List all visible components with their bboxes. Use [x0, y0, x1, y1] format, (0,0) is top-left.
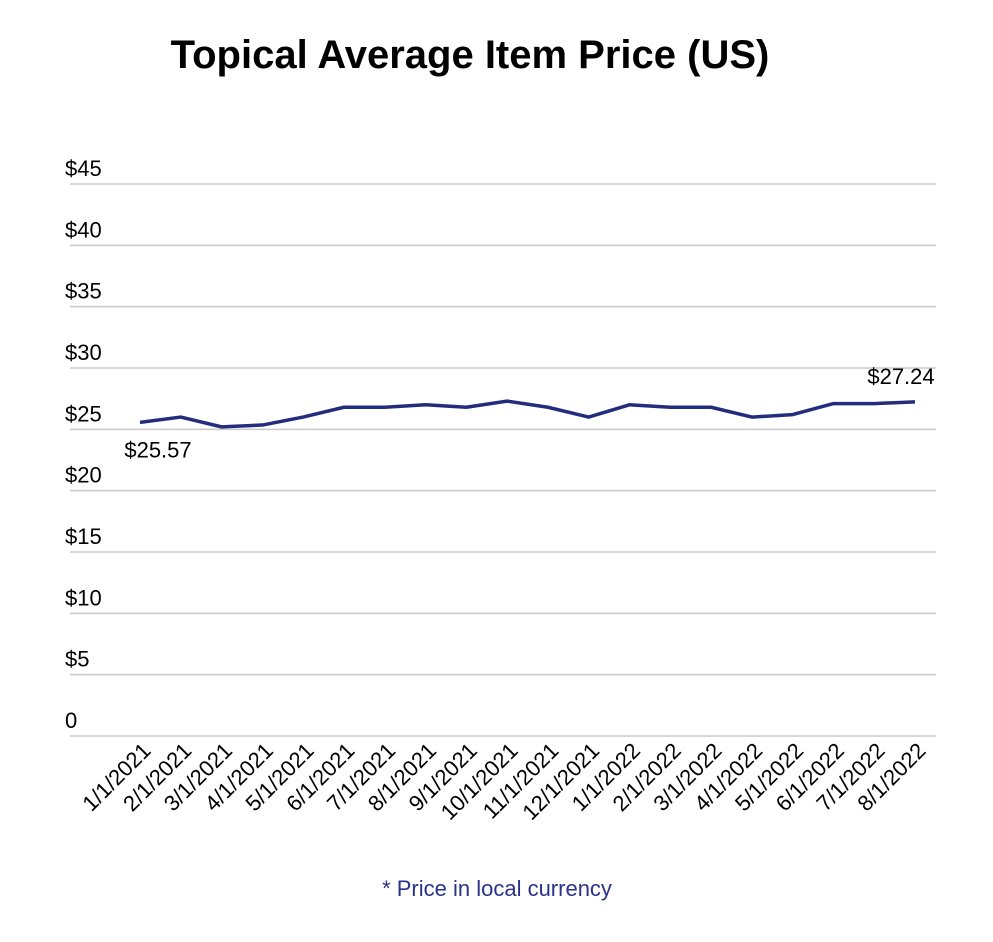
line: [139, 399, 916, 429]
y-tick-label: $40: [65, 217, 102, 242]
chart-title: Topical Average Item Price (US): [171, 33, 770, 77]
footnote: * Price in local currency: [382, 876, 612, 901]
y-tick-label: $15: [65, 524, 102, 549]
y-tick-label: $35: [65, 279, 102, 304]
y-tick-label: $10: [65, 585, 102, 610]
y-tick-label: $20: [65, 463, 102, 488]
y-tick-label: $5: [65, 647, 89, 672]
data-label: $27.24: [867, 364, 934, 389]
y-tick-label: $45: [65, 156, 102, 181]
y-tick-label: $30: [65, 340, 102, 365]
y-tick-label: 0: [65, 708, 77, 733]
data-label: $25.57: [124, 437, 191, 462]
y-tick-label: $25: [65, 401, 102, 426]
